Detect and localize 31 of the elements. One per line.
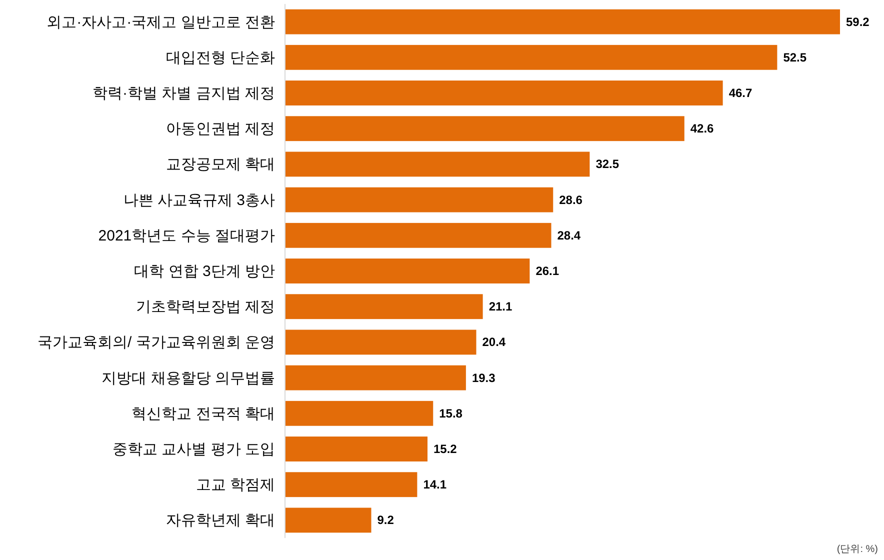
y-tick-label: 지방대 채용할당 의무법률 [102,370,275,387]
y-tick-label: 학력·학벌 차별 금지법 제정 [92,85,275,102]
y-tick-label: 대입전형 단순화 [166,49,275,66]
data-label: 20.4 [482,335,506,350]
data-label: 9.2 [377,513,394,528]
y-tick-label: 2021학년도 수능 절대평가 [98,227,275,244]
data-label: 15.8 [439,406,463,420]
data-label: 28.6 [559,192,583,207]
y-tick-label: 고교 학점제 [196,476,275,494]
y-tick-label: 외고·자사고·국제고 일반고로 전환 [46,14,275,31]
data-label: 14.1 [423,478,447,492]
y-tick-label: 혁신학교 전국적 확대 [132,405,275,422]
y-tick-label: 국가교육회의/ 국가교육위원회 운영 [37,334,275,352]
data-label: 19.3 [472,370,496,385]
y-tick-label: 기초학력보장법 제정 [136,298,275,316]
y-tick-label: 자유학년제 확대 [166,512,275,530]
data-label: 26.1 [536,264,560,278]
data-label: 59.2 [846,14,870,29]
y-tick-label: 아동인권법 제정 [166,120,275,138]
data-label: 15.2 [434,442,458,456]
y-tick-label: 나쁜 사교육규제 3총사 [123,192,275,209]
y-tick-label: 대학 연합 3단계 방안 [134,263,275,280]
y-tick-label: 교장공모제 확대 [166,156,275,174]
data-label: 28.4 [557,228,581,242]
data-label: 42.6 [690,122,714,136]
y-tick-label: 중학교 교사별 평가 도입 [112,441,275,458]
data-label: 21.1 [488,300,512,314]
text: (단위: %) [836,544,878,555]
data-label: 46.7 [728,86,752,100]
data-label: 32.5 [596,157,620,172]
data-label: 52.5 [783,50,807,64]
